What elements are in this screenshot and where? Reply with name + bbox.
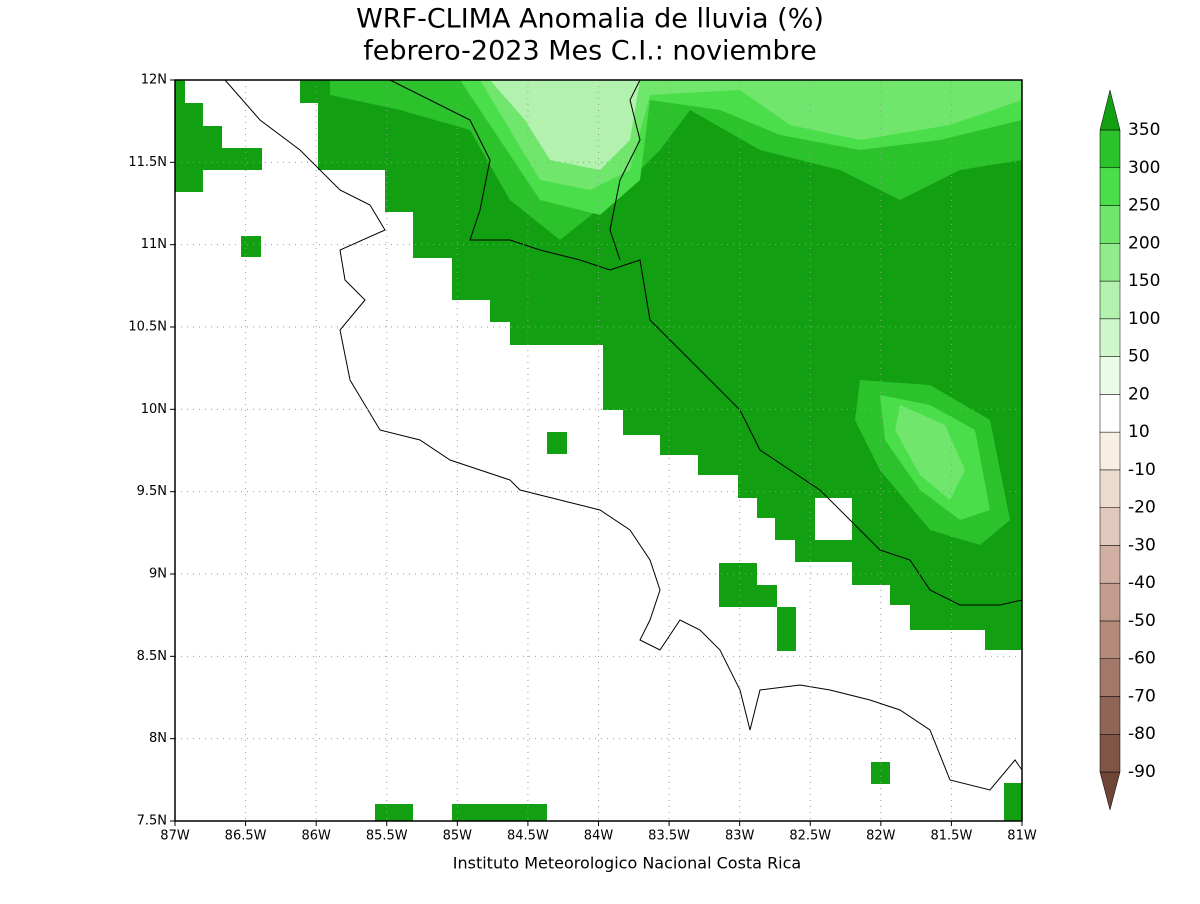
x-tick-label: 85W	[443, 829, 473, 844]
colorbar-box	[1099, 394, 1121, 433]
x-tick-label: 87W	[160, 829, 190, 844]
y-tick-label: 9.5N	[137, 484, 167, 499]
colorbar-label: 200	[1128, 233, 1160, 253]
footer: Instituto Meteorologico Nacional Costa R…	[453, 854, 801, 873]
colorbar-label: -60	[1128, 649, 1156, 669]
colorbar: -90 -80 -70 -60 -50 -40 -30 -20 -10 10 20 50 100 150 2…	[1099, 89, 1160, 811]
colorbar-box	[1099, 658, 1121, 697]
colorbar-label: -20	[1128, 498, 1156, 518]
coastline	[609, 79, 641, 261]
coastline	[389, 79, 1023, 606]
colorbar-box	[1099, 356, 1121, 395]
colorbar-extend	[1099, 89, 1121, 131]
colorbar-label: -80	[1128, 724, 1156, 744]
y-tick-label: 9N	[149, 567, 167, 582]
shade	[375, 804, 413, 821]
x-tick-label: 86.5W	[225, 829, 267, 844]
shade	[895, 405, 965, 500]
y-tick-label: 11.5N	[128, 155, 167, 170]
colorbar-extend	[1099, 771, 1121, 811]
colorbar-label: -40	[1128, 573, 1156, 593]
colorbar-label: 150	[1128, 271, 1160, 291]
colorbar-box	[1099, 733, 1121, 773]
shade	[175, 80, 262, 192]
colorbar-label: 100	[1128, 309, 1160, 329]
colorbar-box	[1099, 620, 1121, 659]
y-tick-label: 7.5N	[137, 814, 167, 829]
colorbar-box	[1099, 696, 1121, 735]
colorbar-box	[1099, 507, 1121, 546]
shade	[815, 498, 852, 540]
colorbar-box	[1099, 469, 1121, 508]
colorbar-label: 300	[1128, 158, 1160, 178]
colorbar-box	[1099, 545, 1121, 584]
y-tick-label: 8N	[149, 731, 167, 746]
y-tick-label: 11N	[141, 237, 167, 252]
x-tick-label: 81W	[1007, 829, 1037, 844]
shade	[241, 236, 261, 257]
x-tick-label: 83.5W	[648, 829, 690, 844]
coastline	[224, 79, 1023, 791]
colorbar-label: 350	[1128, 120, 1160, 140]
colorbar-label: 250	[1128, 196, 1160, 216]
x-tick-label: 84W	[584, 829, 614, 844]
y-tick-label: 12N	[141, 73, 167, 88]
shade	[871, 762, 890, 784]
title-line: WRF-CLIMA Anomalia de lluvia (%)	[356, 4, 824, 35]
colorbar-box	[1099, 318, 1121, 357]
colorbar-label: -70	[1128, 686, 1156, 706]
colorbar-label: 20	[1128, 384, 1150, 404]
y-tick-label: 10N	[141, 402, 167, 417]
shade	[490, 80, 640, 170]
x-tick-label: 86W	[301, 829, 331, 844]
y-tick-label: 8.5N	[137, 649, 167, 664]
shade	[1004, 783, 1022, 821]
colorbar-box	[1099, 205, 1121, 244]
colorbar-label: -50	[1128, 611, 1156, 631]
shade	[547, 432, 567, 454]
colorbar-box	[1099, 167, 1121, 206]
x-tick-label: 84.5W	[507, 829, 549, 844]
x-tick-label: 83W	[725, 829, 755, 844]
title-line: febrero-2023 Mes C.I.: noviembre	[363, 36, 816, 67]
colorbar-label: 10	[1128, 422, 1150, 442]
shade	[777, 607, 796, 651]
colorbar-box	[1099, 582, 1121, 622]
x-tick-label: 82.5W	[789, 829, 831, 844]
colorbar-label: -90	[1128, 762, 1156, 782]
axes: 87W 86.5W 86W 85.5W 85W 84.5W 84W 83.5W 83W 82.5W…	[128, 73, 1037, 844]
x-tick-label: 82W	[866, 829, 896, 844]
colorbar-label: -10	[1128, 460, 1156, 480]
colorbar-box	[1099, 431, 1121, 471]
shade	[719, 563, 777, 607]
x-tick-label: 81.5W	[931, 829, 973, 844]
colorbar-label: -30	[1128, 535, 1156, 555]
colorbar-box	[1099, 243, 1121, 282]
anomaly-field	[175, 80, 1022, 821]
colorbar-box	[1099, 280, 1121, 320]
y-tick-label: 10.5N	[128, 320, 167, 335]
colorbar-box	[1099, 129, 1121, 169]
shade	[452, 804, 547, 821]
colorbar-label: 50	[1128, 347, 1150, 367]
x-tick-label: 85.5W	[366, 829, 408, 844]
map-frame	[174, 79, 1023, 822]
